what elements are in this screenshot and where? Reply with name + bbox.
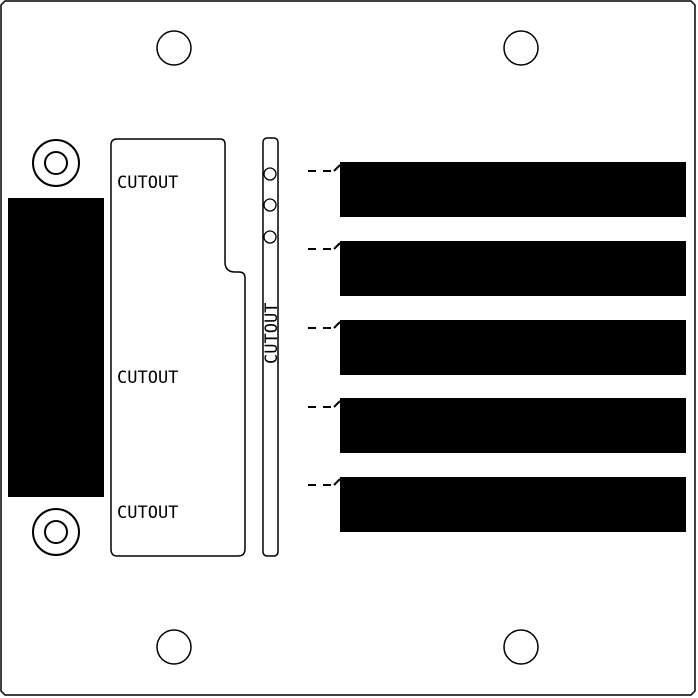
cutout-label-vertical: CUTOUT [262,303,282,364]
dash-marks [308,164,341,486]
led-hole-2 [263,198,277,212]
cutout-outline [110,138,246,557]
mounting-hole-top-left [156,30,192,66]
bar-cutout-4 [340,398,686,453]
cutout-label-lower: CUTOUT [117,503,178,523]
connector-screw-top [32,139,80,187]
mounting-hole-top-right [503,30,539,66]
mounting-hole-bottom-right [503,629,539,665]
bar-cutout-5 [340,477,686,532]
connector-screw-bottom [32,508,80,556]
mounting-hole-bottom-left [156,629,192,665]
bar-cutout-1 [340,162,686,217]
cutout-label-middle: CUTOUT [117,368,178,388]
bar-cutout-2 [340,241,686,296]
bar-cutout-3 [340,320,686,375]
led-hole-1 [263,167,277,181]
connector-cutout-solid [8,198,104,497]
led-hole-3 [263,230,277,244]
cutout-label-upper: CUTOUT [117,173,178,193]
vertical-cutout-slot [262,137,279,557]
